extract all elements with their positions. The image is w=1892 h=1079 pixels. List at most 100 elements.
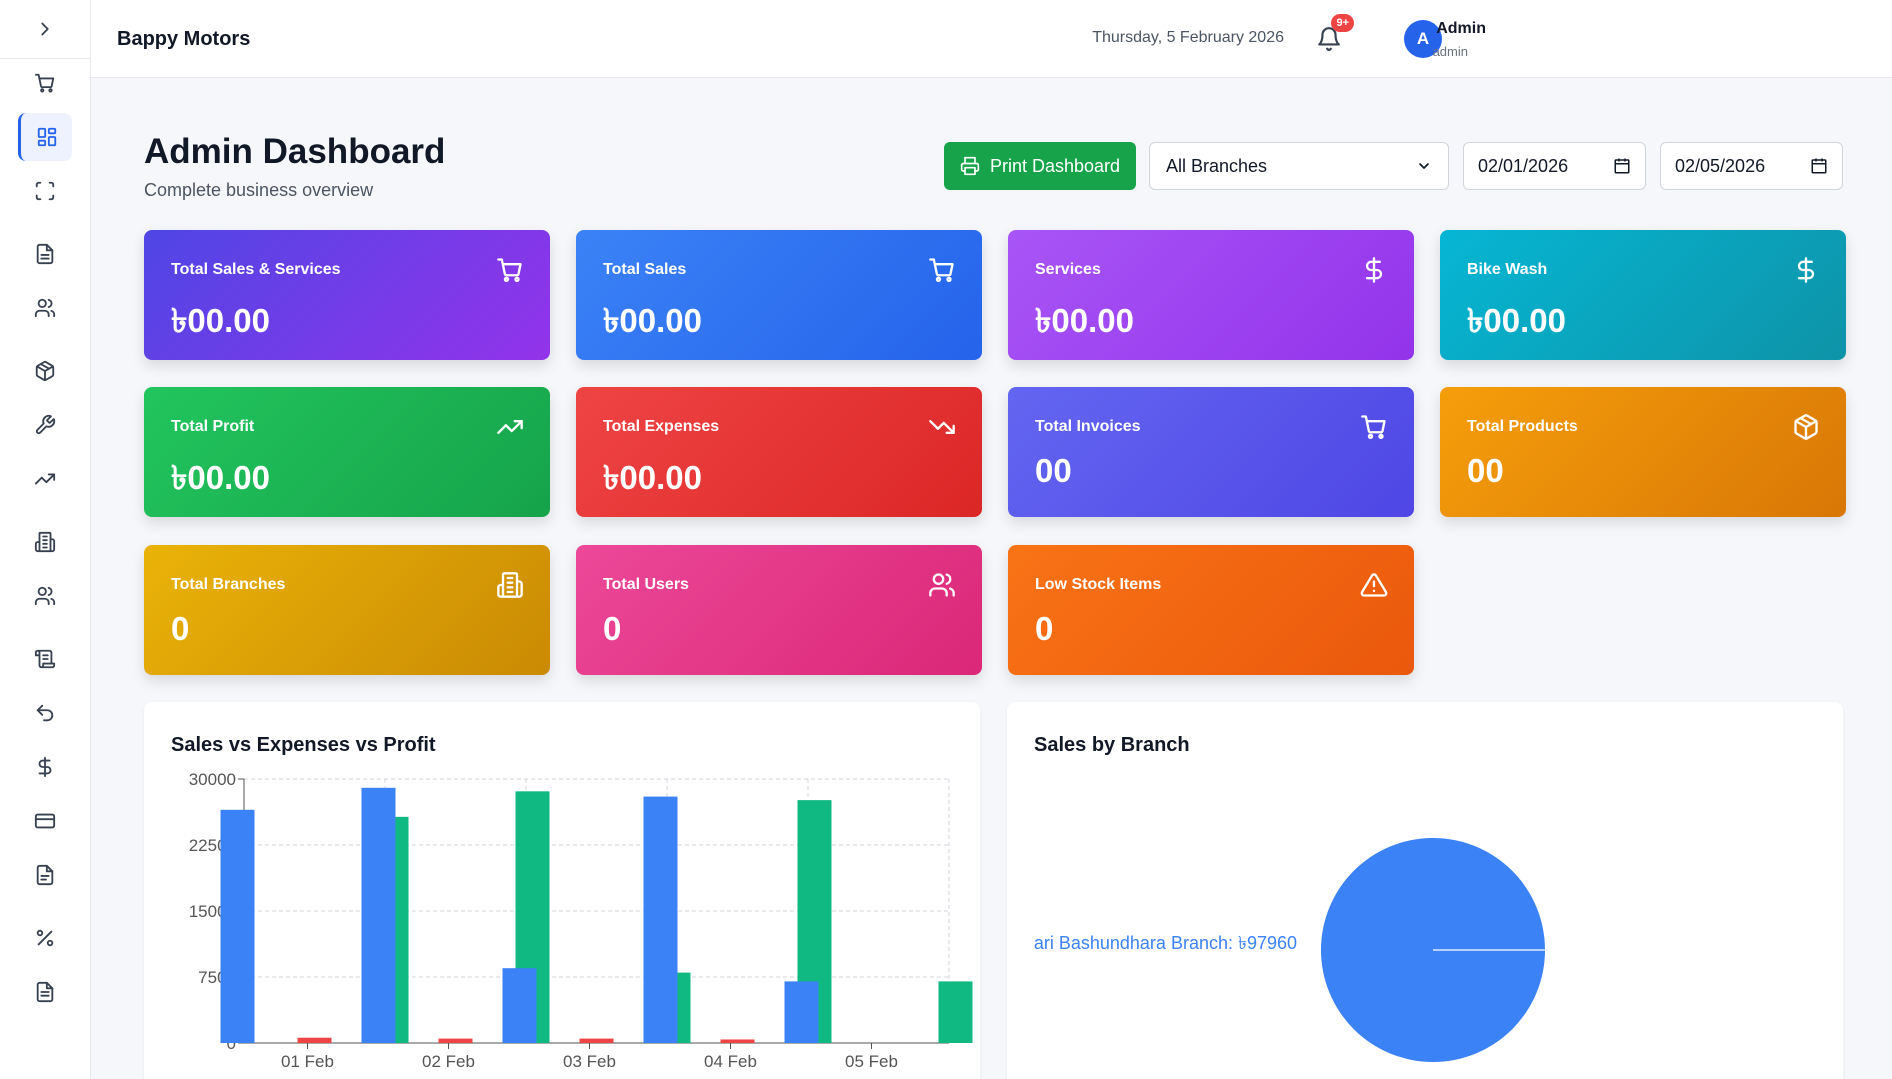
bar-3-0[interactable]: [643, 796, 678, 1043]
x-tick-label: 05 Feb: [845, 1052, 898, 1071]
sidebar-item-percent[interactable]: [18, 914, 72, 962]
sales-chart-title: Sales vs Expenses vs Profit: [171, 734, 436, 756]
stat-card-total-expenses: Total Expenses ৳00.00: [576, 387, 982, 517]
stat-card-label: Total Users: [603, 576, 689, 593]
stat-card-value: ৳00.00: [603, 302, 703, 339]
sidebar-toggle-button[interactable]: [0, 0, 90, 59]
stat-card-label: Total Expenses: [603, 418, 720, 435]
stat-card-total-sales-services: Total Sales & Services ৳00.00: [144, 230, 550, 360]
calendar-icon[interactable]: [1810, 157, 1828, 175]
scroll-icon: [34, 649, 56, 669]
stat-card-label: Total Invoices: [1035, 418, 1141, 435]
sidebar-item-report[interactable]: [18, 851, 72, 899]
stat-card-label: Total Sales & Services: [171, 261, 341, 278]
building-icon: [34, 531, 56, 553]
cart-icon: [929, 258, 954, 283]
sidebar-item-document[interactable]: [18, 230, 72, 278]
stat-card-value: 0: [1035, 610, 1054, 647]
branch-chart-title: Sales by Branch: [1034, 734, 1190, 756]
notification-button[interactable]: 9+: [1312, 14, 1354, 56]
bar-4-2[interactable]: [938, 981, 973, 1043]
percent-icon: [36, 929, 54, 947]
return-icon: [36, 704, 54, 722]
stat-card-label: Total Branches: [171, 576, 286, 593]
sidebar-item-dollar[interactable]: [18, 743, 72, 791]
dollar-icon: [1365, 257, 1383, 283]
stat-card-value: 0: [171, 610, 190, 647]
stat-card-services: Services ৳00.00: [1008, 230, 1414, 360]
sidebar-item-file[interactable]: [18, 968, 72, 1016]
stat-card-value: ৳00.00: [171, 459, 271, 496]
sidebar-item-user-group[interactable]: [18, 572, 72, 620]
print-dashboard-button[interactable]: Print Dashboard: [944, 142, 1136, 190]
dashboard-icon: [37, 127, 56, 147]
document-icon: [36, 243, 54, 265]
sales-by-branch-chart: Bari Bashundhara Branch: ৳97960: [1034, 838, 1545, 1062]
sidebar-item-return[interactable]: [18, 689, 72, 737]
bar-0-1[interactable]: [297, 1037, 332, 1043]
sidebar-item-building[interactable]: [18, 518, 72, 566]
bar-0-0[interactable]: [220, 809, 255, 1043]
sidebar: [0, 0, 91, 1079]
stat-card-total-sales: Total Sales ৳00.00: [576, 230, 982, 360]
bar-2-1[interactable]: [579, 1038, 614, 1043]
stat-card-label: Total Profit: [171, 418, 255, 435]
x-tick-label: 04 Feb: [704, 1052, 757, 1071]
stat-card-label: Total Products: [1467, 418, 1578, 435]
credit-card-icon: [34, 813, 56, 829]
trending-up-icon: [497, 420, 523, 434]
stat-card-label: Bike Wash: [1467, 261, 1548, 278]
bar-3-1[interactable]: [720, 1039, 755, 1043]
page-title: Admin Dashboard: [144, 132, 446, 171]
trending-up-icon: [34, 473, 56, 485]
sales-by-branch-panel: Sales by Branch Bari Bashundhara Branch:…: [1007, 702, 1843, 1079]
sidebar-item-scroll[interactable]: [18, 635, 72, 683]
scan-icon: [35, 181, 55, 201]
sidebar-item-credit-card[interactable]: [18, 797, 72, 845]
bar-1-0[interactable]: [361, 787, 396, 1043]
chevron-down-icon: [1419, 163, 1429, 169]
stat-card-value: 00: [1467, 452, 1504, 489]
cart-icon: [34, 73, 55, 93]
notification-badge: 9+: [1331, 14, 1354, 32]
cart-icon: [1361, 415, 1386, 440]
y-tick-label: 30000: [189, 770, 236, 789]
sidebar-item-scan[interactable]: [18, 167, 72, 215]
dollar-icon: [1797, 257, 1815, 283]
bell-icon: [1318, 27, 1340, 51]
avatar[interactable]: A: [1404, 20, 1442, 58]
branch-select[interactable]: All Branches: [1149, 142, 1449, 190]
user-role: admin: [1432, 44, 1468, 59]
chevron-right-icon: [41, 22, 49, 36]
y-tick-label: 0: [227, 1034, 236, 1053]
sidebar-item-box[interactable]: [18, 347, 72, 395]
sidebar-item-wrench[interactable]: [18, 401, 72, 449]
bar-2-0[interactable]: [502, 968, 537, 1043]
sidebar-item-dashboard[interactable]: [18, 113, 72, 161]
brand-name: Bappy Motors: [117, 28, 251, 50]
stat-card-value: ৳00.00: [603, 459, 703, 496]
stat-card-low-stock-items: Low Stock Items 0: [1008, 545, 1414, 675]
file-icon: [36, 981, 54, 1003]
date-from-input[interactable]: 02/01/2026: [1463, 142, 1646, 190]
calendar-icon[interactable]: [1613, 157, 1631, 175]
trending-down-icon: [929, 420, 955, 434]
stat-card-total-products: Total Products 00: [1440, 387, 1846, 517]
cart-icon: [497, 258, 522, 283]
user-group-icon: [34, 586, 56, 606]
page-subtitle: Complete business overview: [144, 180, 374, 200]
main-content: Admin Dashboard Complete business overvi…: [91, 78, 1892, 1079]
bar-4-0[interactable]: [784, 981, 819, 1043]
user-name[interactable]: Admin: [1436, 20, 1486, 37]
users-icon: [929, 573, 955, 597]
stat-card-label: Total Sales: [603, 261, 687, 278]
stat-card-label: Low Stock Items: [1035, 576, 1162, 593]
bar-1-1[interactable]: [438, 1038, 473, 1043]
print-dashboard-label: Print Dashboard: [989, 155, 1121, 176]
date-to-input[interactable]: 02/05/2026: [1660, 142, 1843, 190]
sidebar-item-trending-up[interactable]: [18, 455, 72, 503]
sidebar-item-users[interactable]: [18, 284, 72, 332]
box-icon: [1794, 414, 1818, 440]
stat-card-value: 0: [603, 610, 622, 647]
sidebar-item-cart[interactable]: [18, 59, 72, 107]
